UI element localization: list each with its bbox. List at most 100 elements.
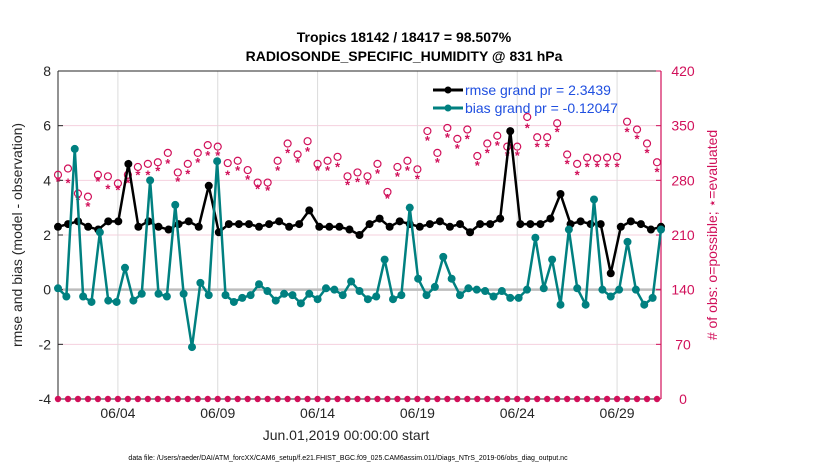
evaluated-marker: * [325, 163, 331, 178]
possible-marker [593, 154, 602, 163]
zero-count-marker [274, 395, 281, 403]
evaluated-marker: * [185, 167, 191, 182]
evaluated-marker: * [644, 146, 650, 161]
zero-count-marker [424, 395, 431, 403]
possible-marker [303, 137, 312, 146]
rmse-point [576, 217, 585, 226]
bias-point [238, 293, 247, 302]
possible-marker [363, 172, 372, 181]
evaluated-marker: * [565, 157, 571, 172]
zero-count-marker [534, 395, 541, 403]
bias-point [389, 295, 397, 304]
evaluated-marker: * [125, 175, 131, 190]
evaluated-marker: * [375, 166, 381, 181]
rmse-point [466, 228, 475, 237]
y-right-tick-label: 280 [671, 172, 695, 188]
bias-point [472, 285, 481, 294]
zero-count-marker [54, 395, 62, 403]
zero-count-marker [484, 395, 491, 403]
rmse-point [335, 222, 344, 231]
possible-marker [612, 152, 622, 161]
bias-point [640, 300, 649, 309]
rmse-point [204, 181, 213, 190]
zero-count-marker [154, 395, 162, 403]
y-right-tick-label: 0 [679, 391, 687, 407]
evaluated-marker: * [495, 138, 501, 153]
legend-rmse-label: rmse grand pr = 2.3439 [465, 82, 611, 98]
rmse-point [516, 220, 525, 229]
bias-point [590, 195, 598, 204]
rmse-point [194, 222, 203, 231]
zero-count-marker [454, 395, 461, 403]
possible-marker [133, 162, 142, 172]
zero-count-marker [633, 395, 641, 403]
evaluated-marker: * [205, 148, 211, 163]
rmse-point [305, 206, 314, 215]
zero-count-marker [464, 395, 471, 403]
x-tick-label: 06/14 [300, 405, 335, 421]
bias-point [296, 299, 305, 308]
bias-point [221, 291, 230, 300]
zero-count-marker [524, 395, 531, 403]
bias-point [179, 289, 188, 298]
rmse-point [104, 217, 113, 226]
bias-point [196, 278, 205, 287]
rmse-point [476, 220, 485, 229]
evaluated-marker: * [635, 132, 641, 147]
zero-count-marker [603, 395, 611, 403]
bias-point [121, 263, 129, 272]
evaluated-marker: * [654, 164, 660, 179]
possible-marker [373, 159, 382, 168]
bias-point [497, 287, 506, 296]
bias-point [305, 289, 314, 298]
evaluated-marker: * [245, 172, 251, 187]
y-right-tick-label: 210 [671, 227, 695, 243]
y-axis-right-label: # of obs: o=possible; ⋆=evaluated [704, 130, 720, 340]
rmse-point [596, 220, 605, 229]
bias-point [615, 285, 624, 294]
bias-point [531, 233, 540, 242]
bias-point [556, 300, 565, 309]
rmse-point [234, 220, 243, 229]
zero-count-marker [374, 395, 381, 403]
zero-count-marker [623, 395, 631, 403]
zero-count-marker [404, 395, 411, 403]
evaluated-marker: * [285, 146, 291, 161]
zero-count-marker [573, 395, 581, 403]
zero-count-marker [593, 395, 601, 403]
bias-point [564, 225, 573, 234]
axes: -4 -2 0 2 4 6 8 0 70 140 210 280 350 420 06/04 06/09 06/… [39, 63, 695, 421]
possible-marker [93, 170, 103, 179]
evaluated-marker: * [235, 163, 241, 178]
bias-point [246, 291, 255, 300]
rmse-point [315, 222, 324, 231]
possible-marker [413, 165, 422, 174]
evaluated-marker: * [155, 164, 161, 179]
bias-point [330, 285, 339, 294]
evaluated-marker: * [175, 174, 181, 189]
bias-point [338, 291, 347, 300]
y-right-tick-label: 140 [671, 282, 695, 298]
possible-marker [213, 142, 222, 151]
x-tick-label: 06/04 [100, 405, 135, 421]
bias-point [380, 255, 389, 264]
possible-marker [483, 139, 492, 148]
rmse-point [224, 220, 233, 229]
zero-count-marker [384, 395, 391, 403]
evaluated-marker: * [535, 139, 541, 154]
possible-marker [293, 150, 302, 159]
zero-count-marker [294, 395, 301, 403]
bias-point [581, 300, 590, 309]
evaluated-marker: * [115, 182, 121, 197]
rmse-point [345, 225, 354, 234]
evaluated-marker: * [55, 174, 61, 189]
bias-point [414, 274, 423, 283]
possible-marker [493, 131, 502, 140]
zero-count-marker [434, 395, 441, 403]
zero-count-marker [653, 395, 661, 403]
bias-point [464, 284, 473, 293]
bias-point [363, 295, 372, 304]
zero-count-marker [324, 395, 331, 403]
rmse-point [375, 214, 384, 223]
